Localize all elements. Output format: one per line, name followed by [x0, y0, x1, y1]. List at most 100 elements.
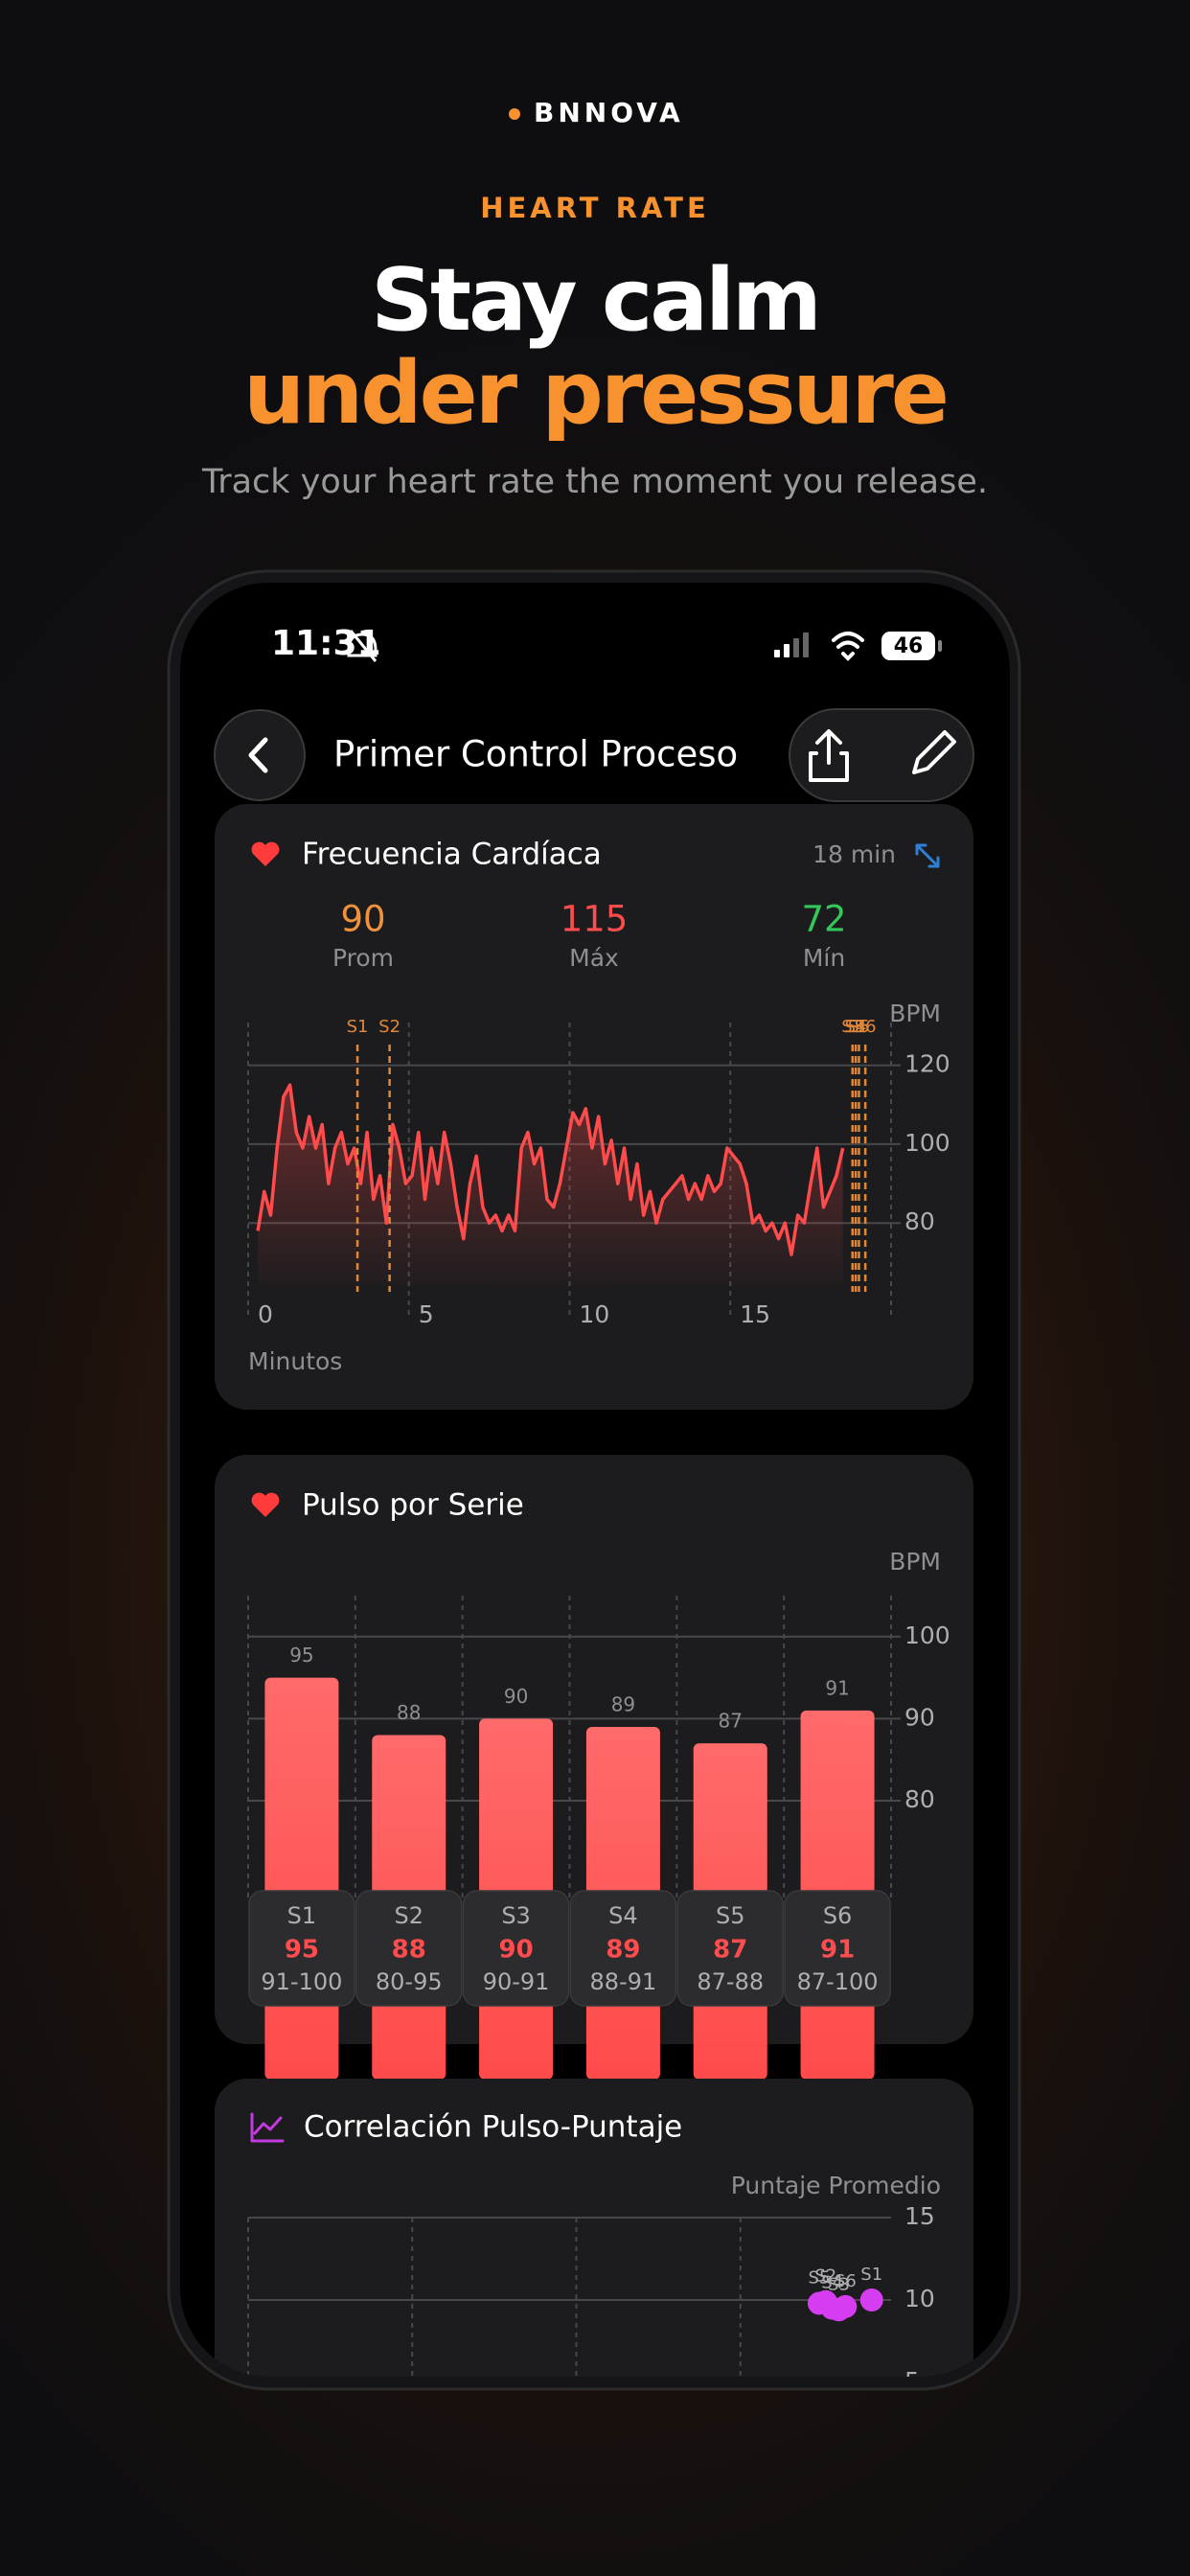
set-range: 90-91 — [483, 1968, 550, 1995]
value-label: 90 — [504, 1685, 528, 1708]
x-tick-label: 5 — [419, 1300, 434, 1328]
card — [215, 2079, 973, 2377]
card-title: Frecuencia Cardíaca — [302, 838, 602, 872]
set-pulse: 90 — [498, 1936, 533, 1965]
y-axis-label: Puntaje Promedio — [731, 2172, 941, 2199]
heart-icon — [251, 1492, 280, 1517]
subtitle: Track your heart rate the moment you rel… — [201, 463, 988, 501]
value-label: 87 — [719, 1710, 743, 1733]
x-axis-label: Minutos — [248, 1347, 342, 1375]
point-label: S6 — [835, 2271, 857, 2291]
set-pulse: 91 — [820, 1936, 855, 1965]
stat-value: 115 — [561, 899, 629, 940]
stat-value: 90 — [340, 899, 385, 940]
y-tick-label: 80 — [904, 1785, 935, 1813]
stat-value: 72 — [801, 899, 846, 940]
y-axis-label: BPM — [889, 1000, 941, 1027]
set-name: S4 — [608, 1902, 638, 1929]
set-name: S2 — [394, 1902, 423, 1929]
set-pulse: 95 — [285, 1936, 319, 1965]
set-marker-label: S6 — [855, 1017, 877, 1037]
set-summary — [248, 1890, 355, 2007]
set-name: S1 — [287, 1902, 317, 1929]
stat-label: Mín — [803, 944, 845, 972]
y-tick-label: 90 — [904, 1703, 935, 1731]
set-range: 87-88 — [697, 1968, 764, 1995]
set-summary — [462, 1890, 570, 2007]
set-marker-label: S3 — [841, 1017, 863, 1037]
set-range: 88-91 — [590, 1968, 657, 1995]
set-marker-label: S2 — [378, 1017, 400, 1037]
set-pulse: 89 — [606, 1936, 640, 1965]
chart-icon — [250, 2112, 285, 2143]
battery-tip — [938, 640, 942, 652]
set-range: 80-95 — [376, 1968, 443, 1995]
heart-icon — [251, 841, 280, 866]
app: 11:31 46 Primer Control Proceso Frecuenc… — [214, 624, 974, 2395]
stat-label: Máx — [569, 944, 619, 972]
area — [258, 1085, 843, 1286]
set-summary — [569, 1890, 677, 2007]
value-label: 95 — [289, 1644, 313, 1667]
battery — [881, 632, 935, 660]
set-pulse: 87 — [713, 1936, 747, 1965]
set-pulse: 88 — [392, 1936, 426, 1965]
point-label: S1 — [860, 2265, 882, 2285]
share-button[interactable] — [809, 729, 849, 782]
bar — [264, 1677, 339, 2080]
set-name: S3 — [501, 1902, 531, 1929]
brand: BNNOVA — [534, 97, 684, 128]
set-range: 91-100 — [261, 1968, 342, 1995]
set-name: S5 — [716, 1902, 745, 1929]
eyebrow: HEART RATE — [480, 192, 710, 224]
set-range: 87-100 — [797, 1968, 879, 1995]
stat-label: Prom — [332, 944, 394, 972]
signal-icon — [774, 632, 809, 657]
y-tick-label: 120 — [904, 1050, 950, 1078]
nav-title: Primer Control Proceso — [333, 734, 738, 775]
back-icon — [248, 737, 268, 773]
card-title: Pulso por Serie — [302, 1488, 524, 1523]
headline-accent: under pressure — [243, 343, 947, 444]
set-summary — [676, 1890, 784, 2007]
point-label: S3 — [828, 2274, 850, 2294]
brand-dot — [509, 108, 520, 120]
x-tick-label: 0 — [258, 1300, 273, 1328]
set-summary — [355, 1890, 463, 2007]
point — [807, 2291, 831, 2315]
line — [256, 1083, 845, 1256]
point-label: S2 — [814, 2266, 836, 2287]
y-tick-label: 80 — [904, 1208, 935, 1235]
y-tick-label: 5 — [904, 2367, 920, 2395]
battery-level: 46 — [894, 634, 924, 658]
set-marker-label: S4 — [845, 1017, 867, 1037]
edit-button[interactable] — [912, 730, 956, 774]
silent-icon — [347, 630, 378, 662]
y-tick-label: 100 — [904, 1622, 950, 1649]
x-tick-label: 15 — [740, 1300, 770, 1328]
value-label: 89 — [611, 1692, 635, 1715]
action-pill — [789, 708, 974, 802]
value-label: 91 — [825, 1676, 849, 1699]
card-title: Correlación Pulso-Puntaje — [304, 2110, 682, 2145]
duration: 18 min — [812, 840, 896, 868]
expand-button[interactable] — [915, 843, 940, 868]
point — [859, 2288, 883, 2312]
point-label: S5 — [809, 2267, 831, 2288]
value-label: 88 — [397, 1701, 421, 1724]
point — [834, 2294, 858, 2318]
set-marker-label: S5 — [848, 1017, 870, 1037]
set-marker-label: S1 — [347, 1017, 369, 1037]
y-tick-label: 10 — [904, 2285, 935, 2312]
set-summary — [784, 1890, 891, 2007]
x-tick-label: 10 — [580, 1300, 610, 1328]
set-name: S6 — [823, 1902, 853, 1929]
y-axis-label: BPM — [889, 1548, 941, 1576]
headline: Stay calm — [371, 250, 819, 351]
y-tick-label: 100 — [904, 1129, 950, 1157]
wifi-icon — [832, 632, 864, 661]
back-button[interactable] — [214, 709, 306, 801]
status-time: 11:31 — [271, 624, 381, 663]
